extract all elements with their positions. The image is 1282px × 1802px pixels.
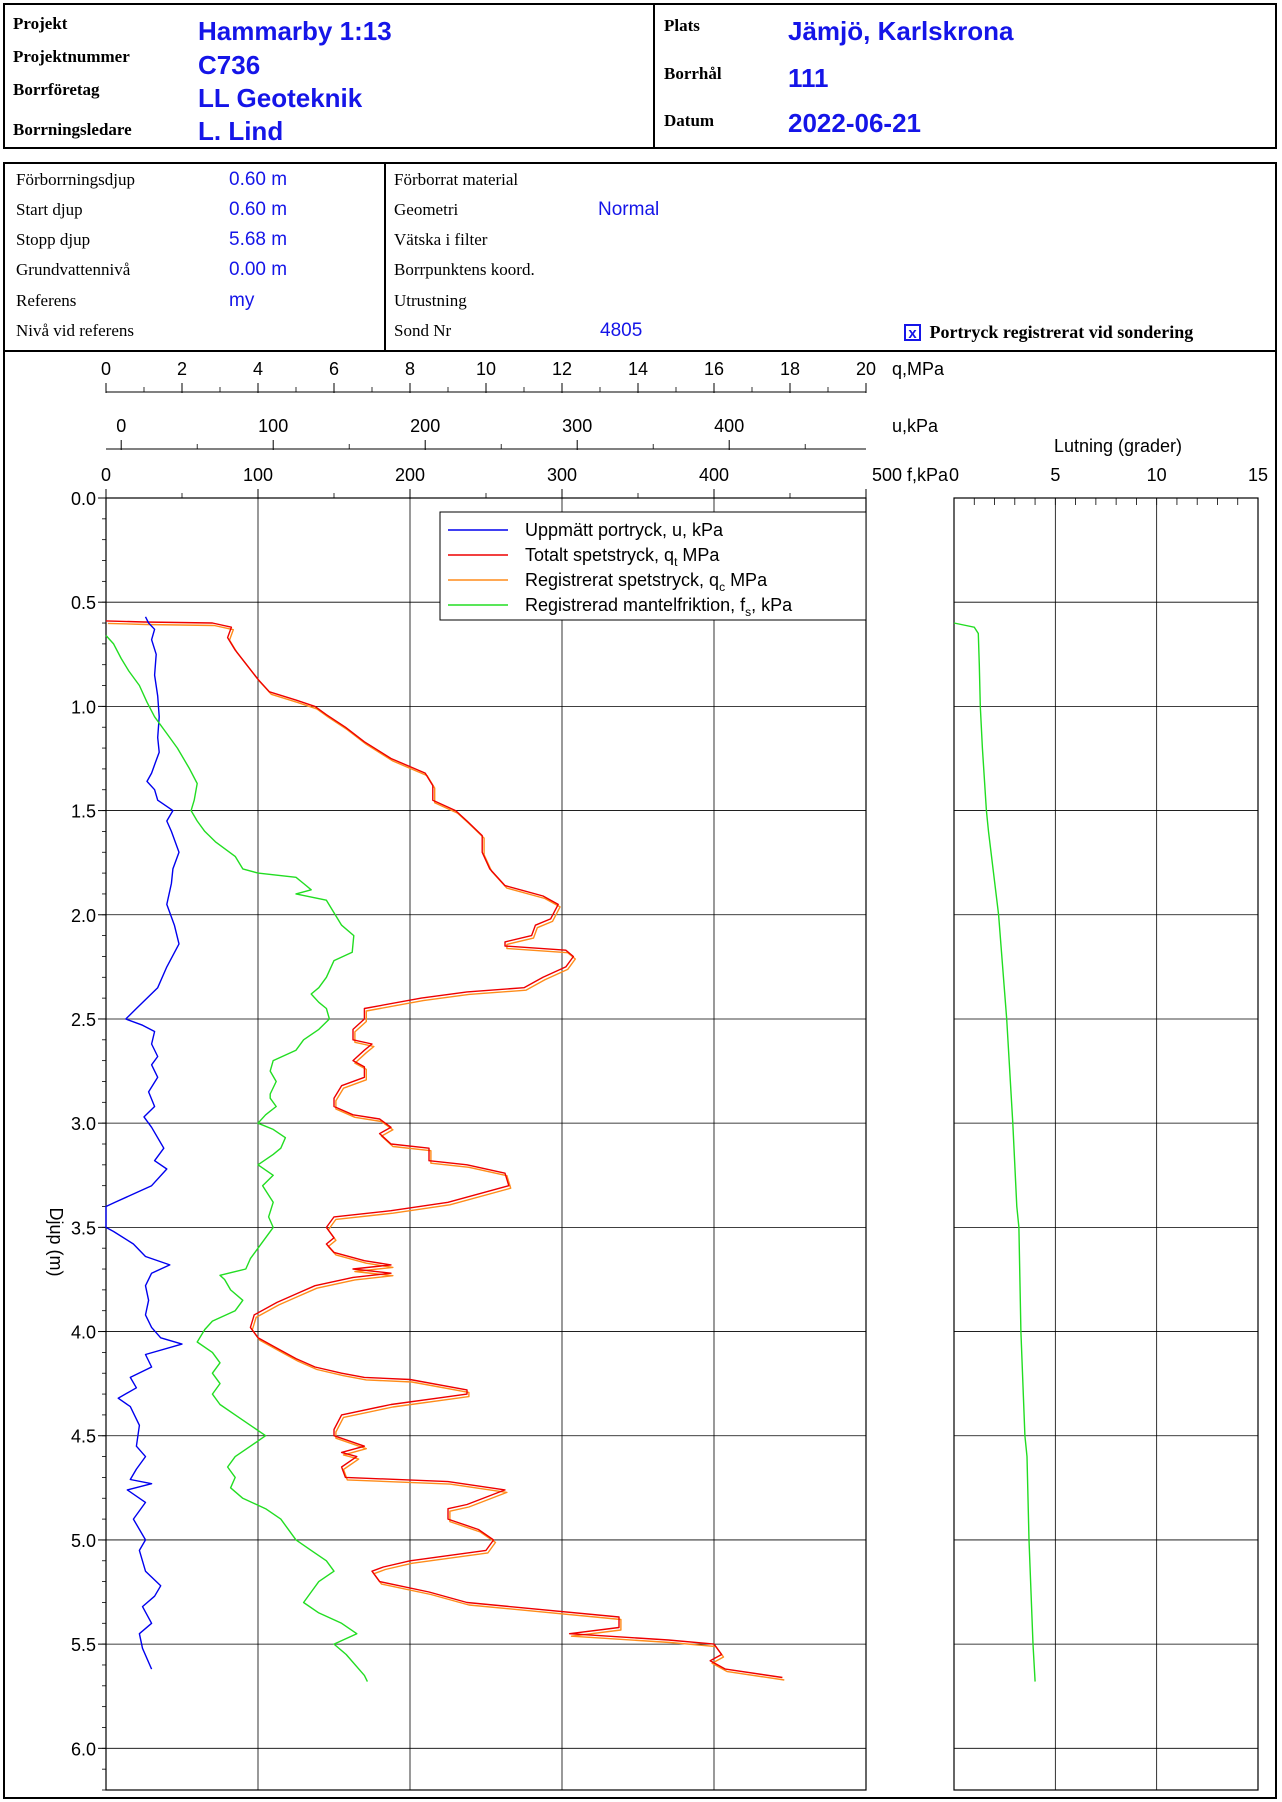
projekt-label: Projekt: [13, 14, 68, 33]
series-line: [105, 635, 369, 1682]
portryck-row: x Portryck registrerat vid sondering: [904, 322, 1193, 343]
depth-axis-label: Djup (m): [46, 1207, 66, 1276]
referens-value: my: [229, 290, 255, 311]
axis-tick-label-q: 10: [476, 359, 496, 379]
datum-label: Datum: [664, 111, 715, 130]
niva-vid-referens-label: Nivå vid referens: [16, 321, 135, 340]
projektnummer-value: C736: [198, 50, 261, 80]
axis-tick-label-f: 100: [243, 465, 273, 485]
axis-tick-label-u: 100: [258, 416, 288, 436]
axis-tick-label-u: 300: [562, 416, 592, 436]
start-djup-label: Start djup: [16, 200, 83, 219]
borrhal-label: Borrhål: [664, 64, 722, 83]
forborrningsdjup-label: Förborrningsdjup: [16, 170, 135, 189]
axis-tick-label-q: 14: [628, 359, 648, 379]
depth-tick-label: 0.5: [71, 593, 96, 613]
vatska-i-filter-label: Vätska i filter: [394, 230, 488, 249]
axis-tick-label-q: 8: [405, 359, 415, 379]
geometri-label: Geometri: [394, 200, 459, 219]
axis-tick-label-q: 20: [856, 359, 876, 379]
depth-tick-label: 4.0: [71, 1323, 96, 1343]
projektnummer-label: Projektnummer: [13, 47, 130, 66]
legend-label: Uppmätt portryck, u, kPa: [525, 520, 724, 540]
depth-tick-label: 1.5: [71, 802, 96, 822]
depth-tick-label: 2.5: [71, 1010, 96, 1030]
axis-tick-label-q: 6: [329, 359, 339, 379]
axis-tick-label-q: 4: [253, 359, 263, 379]
legend-box: [439, 511, 867, 621]
project-header: [3, 3, 1277, 149]
depth-tick-label: 6.0: [71, 1739, 96, 1759]
axis-tick-label-q: 18: [780, 359, 800, 379]
plats-label: Plats: [664, 16, 700, 35]
legend-label: Totalt spetstryck, qt MPa: [525, 545, 720, 569]
axis-tick-label-u: 200: [410, 416, 440, 436]
borrningsledare-label: Borrningsledare: [13, 120, 132, 139]
sond-nr-label: Sond Nr: [394, 321, 452, 340]
depth-tick-label: 5.5: [71, 1635, 96, 1655]
portryck-checkbox[interactable]: x: [904, 324, 921, 342]
axis-title-u: u,kPa: [892, 416, 939, 436]
axis-tick-label-f: 300: [547, 465, 577, 485]
datum-value: 2022-06-21: [788, 108, 921, 138]
axis-tick-label-u: 0: [116, 416, 126, 436]
borrhal-value: 111: [788, 63, 829, 93]
depth-tick-label: 4.5: [71, 1427, 96, 1447]
parameters-divider: [384, 162, 386, 352]
grundvattenniva-label: Grundvattennivå: [16, 260, 131, 279]
borrningsledare-value: L. Lind: [198, 116, 284, 146]
utrustning-label: Utrustning: [394, 291, 467, 310]
parameters-panel: [3, 162, 1277, 352]
inclination-tick-label: 0: [949, 465, 959, 485]
projekt-value: Hammarby 1:13: [198, 16, 392, 46]
referens-label: Referens: [16, 291, 77, 310]
axis-tick-label-q: 2: [177, 359, 187, 379]
series-line: [107, 622, 785, 1681]
legend-label: Registrerat spetstryck, qc MPa: [525, 570, 768, 594]
borrforetag-label: Borrföretag: [13, 80, 100, 99]
axis-tick-label-q: 0: [101, 359, 111, 379]
portryck-label: Portryck registrerat vid sondering: [929, 322, 1194, 342]
depth-tick-label: 5.0: [71, 1531, 96, 1551]
depth-tick-label: 0.0: [71, 489, 96, 509]
inclination-line: [953, 622, 1036, 1682]
stopp-djup-label: Stopp djup: [16, 230, 91, 249]
axis-tick-label-f: 200: [395, 465, 425, 485]
main-plot-frame: [105, 497, 867, 1791]
axis-tick-label-u: 400: [714, 416, 744, 436]
inclination-plot-frame: [953, 497, 1259, 1791]
axis-tick-label-q: 16: [704, 359, 724, 379]
chart-frame: [3, 352, 1277, 1799]
axis-title-q: q,MPa: [892, 359, 945, 379]
depth-tick-label: 3.5: [71, 1218, 96, 1238]
depth-tick-label: 2.0: [71, 906, 96, 926]
axis-tick-label-f: 400: [699, 465, 729, 485]
stopp-djup-value: 5.68 m: [229, 229, 288, 250]
inclination-tick-label: 10: [1147, 465, 1167, 485]
start-djup-value: 0.60 m: [229, 199, 288, 220]
axis-tick-label-q: 12: [552, 359, 572, 379]
depth-tick-label: 3.0: [71, 1114, 96, 1134]
forborrningsdjup-value: 0.60 m: [229, 169, 288, 190]
borrpunktens-koord-label: Borrpunktens koord.: [394, 260, 535, 279]
axis-tick-label-f: 0: [101, 465, 111, 485]
inclination-tick-label: 15: [1248, 465, 1268, 485]
depth-tick-label: 1.0: [71, 697, 96, 717]
series-line: [105, 616, 183, 1670]
inclination-tick-label: 5: [1050, 465, 1060, 485]
sond-nr-value: 4805: [600, 320, 643, 341]
axis-title-f: 500 f,kPa: [872, 465, 949, 485]
legend-label: Registrerad mantelfriktion, fs, kPa: [525, 595, 793, 619]
inclination-title: Lutning (grader): [1054, 436, 1182, 456]
geometri-value: Normal: [598, 199, 660, 220]
plats-value: Jämjö, Karlskrona: [788, 16, 1014, 46]
forborrat-material-label: Förborrat material: [394, 170, 519, 189]
grundvattenniva-value: 0.00 m: [229, 259, 288, 280]
series-line: [105, 620, 783, 1679]
header-divider: [653, 3, 655, 149]
borrforetag-value: LL Geoteknik: [198, 83, 363, 113]
